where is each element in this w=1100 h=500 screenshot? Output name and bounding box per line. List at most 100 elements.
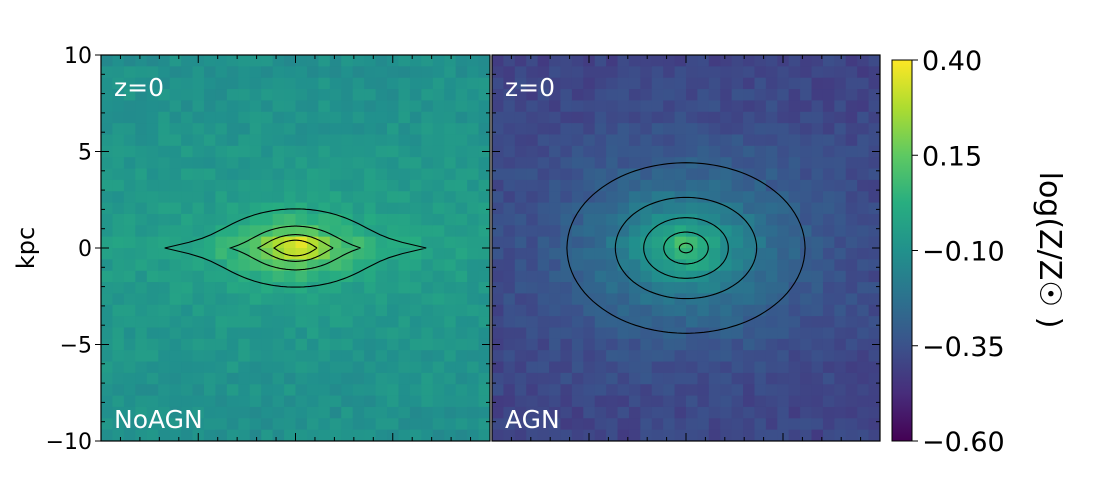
- map-cell: [663, 236, 676, 249]
- map-cell: [686, 123, 699, 136]
- map-cell: [203, 282, 217, 295]
- map-cell: [537, 361, 550, 374]
- map-cell: [526, 77, 539, 90]
- contours-agn: [566, 162, 806, 334]
- map-cell: [203, 66, 217, 79]
- map-cell: [432, 429, 445, 441]
- map-cell: [238, 89, 251, 102]
- map-cell: [341, 55, 354, 67]
- map-cell: [341, 338, 354, 351]
- map-cell: [743, 418, 756, 431]
- map-cell: [169, 179, 182, 192]
- map-cell: [834, 157, 847, 170]
- map-cell: [249, 259, 262, 272]
- map-cell: [352, 77, 365, 90]
- map-cell: [135, 384, 148, 397]
- map-cell: [822, 293, 835, 306]
- map-cell: [492, 418, 505, 431]
- map-cell: [341, 179, 354, 192]
- contour-line: [614, 196, 758, 300]
- map-cell: [765, 191, 778, 204]
- map-cell: [628, 395, 641, 408]
- map-cell: [238, 66, 251, 79]
- map-cell: [341, 145, 354, 158]
- map-cell: [628, 236, 641, 249]
- map-cell: [617, 350, 630, 363]
- map-cell: [514, 270, 527, 283]
- map-cell: [800, 395, 813, 408]
- map-cell: [226, 55, 239, 67]
- model-label-noagn: NoAGN: [114, 405, 203, 434]
- map-cell: [398, 100, 411, 113]
- map-cell: [857, 123, 870, 136]
- map-cell: [467, 282, 480, 295]
- map-cell: [811, 100, 824, 113]
- map-cell: [514, 66, 527, 79]
- map-cell: [478, 77, 490, 90]
- map-cell: [478, 429, 490, 441]
- map-cell: [640, 316, 653, 329]
- map-cell: [834, 372, 847, 385]
- map-cell: [387, 66, 400, 79]
- map-cell: [503, 55, 516, 67]
- redshift-label-agn: z=0: [505, 73, 555, 102]
- map-cell: [169, 327, 182, 340]
- map-cell: [203, 111, 217, 124]
- map-cell: [811, 134, 824, 147]
- map-cell: [432, 395, 445, 408]
- map-cell: [192, 123, 205, 136]
- map-cell: [123, 259, 136, 272]
- map-cell: [834, 361, 847, 374]
- map-cell: [135, 293, 148, 306]
- map-cell: [318, 327, 331, 340]
- map-cell: [455, 179, 468, 192]
- map-cell: [617, 395, 630, 408]
- map-cell: [777, 123, 790, 136]
- map-cell: [822, 395, 835, 408]
- map-cell: [398, 350, 411, 363]
- map-cell: [651, 406, 664, 419]
- map-cell: [800, 293, 813, 306]
- map-cell: [272, 338, 285, 351]
- map-cell: [743, 89, 756, 102]
- map-cell: [375, 89, 388, 102]
- map-cell: [663, 134, 676, 147]
- map-cell: [169, 213, 182, 226]
- map-cell: [537, 316, 550, 329]
- map-cell: [708, 248, 721, 260]
- map-cell: [628, 202, 641, 215]
- map-cell: [822, 225, 835, 238]
- map-cell: [526, 429, 539, 441]
- map-cell: [455, 304, 468, 317]
- map-cell: [375, 145, 388, 158]
- map-cell: [215, 304, 228, 317]
- map-cell: [455, 168, 468, 181]
- map-cell: [628, 66, 641, 79]
- map-cell: [101, 236, 114, 249]
- map-cell: [249, 202, 262, 215]
- map-cell: [720, 395, 733, 408]
- map-cell: [329, 350, 342, 363]
- map-cell: [594, 327, 607, 340]
- map-cell: [364, 179, 377, 192]
- map-cell: [617, 316, 630, 329]
- map-cell: [467, 157, 480, 170]
- map-cell: [743, 191, 756, 204]
- map-cell: [455, 89, 468, 102]
- map-cell: [822, 66, 835, 79]
- map-cell: [754, 123, 767, 136]
- map-cell: [409, 282, 422, 295]
- map-cell: [146, 213, 159, 226]
- map-cell: [537, 66, 550, 79]
- map-cell: [192, 248, 205, 260]
- map-cell: [549, 429, 562, 441]
- map-cell: [560, 327, 573, 340]
- map-cell: [811, 168, 824, 181]
- map-cell: [628, 77, 641, 90]
- map-cell: [514, 338, 527, 351]
- map-cell: [514, 191, 527, 204]
- map-cell: [857, 304, 870, 317]
- map-cell: [409, 191, 422, 204]
- map-cell: [674, 316, 687, 329]
